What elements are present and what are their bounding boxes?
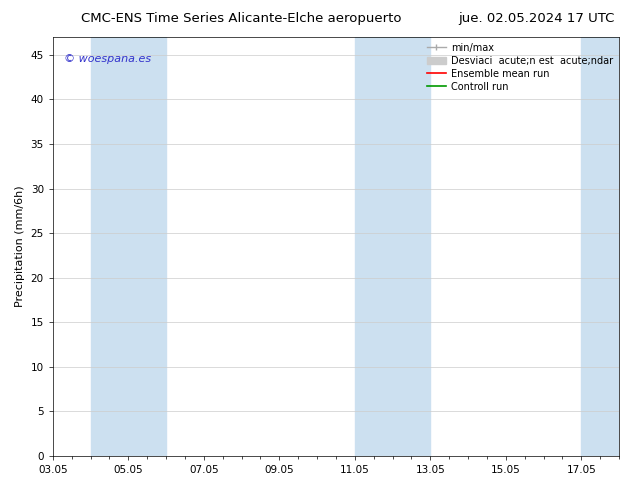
Text: jue. 02.05.2024 17 UTC: jue. 02.05.2024 17 UTC (458, 12, 615, 25)
Text: © woespana.es: © woespana.es (64, 54, 152, 64)
Bar (581, 37, 619, 456)
Legend: min/max, Desviaci  acute;n est  acute;ndar, Ensemble mean run, Controll run: min/max, Desviaci acute;n est acute;ndar… (423, 39, 617, 96)
Y-axis label: Precipitation (mm/6h): Precipitation (mm/6h) (15, 186, 25, 307)
Bar (91, 37, 166, 456)
Text: CMC-ENS Time Series Alicante-Elche aeropuerto: CMC-ENS Time Series Alicante-Elche aerop… (81, 12, 401, 25)
Bar (355, 37, 430, 456)
